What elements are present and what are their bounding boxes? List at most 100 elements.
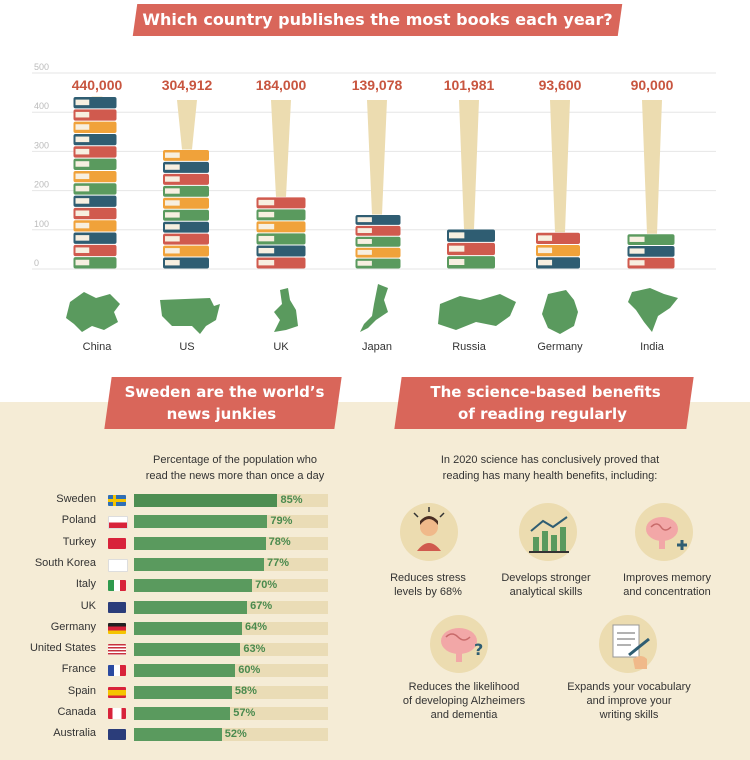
south-korea-flag-icon: [108, 558, 128, 572]
news-country-label: France: [61, 663, 96, 676]
science-title-line2: of reading regularly: [458, 405, 627, 423]
benefit-memory-line1: Improves memory: [622, 572, 712, 584]
country-label: US: [179, 341, 195, 353]
germany-flag-icon: [108, 622, 126, 634]
y-tick-label: 0: [34, 258, 39, 268]
news-country-label: Spain: [67, 684, 96, 697]
news-bar: [134, 536, 266, 550]
science-title-line1: The science-based benefits: [430, 383, 661, 401]
news-title-line1: Sweden are the world’s: [124, 383, 325, 401]
book-value-label: 101,981: [444, 77, 495, 93]
news-country-label: Turkey: [62, 535, 96, 548]
sweden-flag-icon: [108, 495, 126, 506]
benefit-analytical: Develops stronger analytical skills: [490, 571, 602, 599]
spotlight-beam: [459, 100, 479, 230]
spotlight-beam: [271, 100, 291, 197]
y-tick-label: 200: [34, 180, 49, 190]
news-bar-track: [134, 600, 328, 614]
news-value-label: 67%: [250, 600, 273, 612]
news-country-label: Italy: [75, 578, 96, 591]
benefit-alzheimers: Reduces the likelihood of developing Alz…: [394, 680, 534, 722]
news-bar-track: [134, 707, 328, 720]
brain-question-icon: ?: [430, 615, 488, 673]
spotlight-beam: [367, 100, 387, 215]
news-bar-track: [134, 728, 328, 742]
canada-flag-icon: [108, 708, 126, 719]
us-map-icon: [160, 298, 220, 334]
australia-flag-icon: [108, 729, 126, 741]
uk-flag-icon: [108, 601, 126, 613]
book-stack-bar: [536, 232, 580, 269]
book-stack-bar: [73, 97, 117, 269]
book-value-label: 304,912: [162, 77, 213, 93]
benefit-stress: Reduces stress levels by 68%: [372, 571, 484, 599]
book-stack-bar: [163, 149, 209, 269]
benefit-memory: Improves memory and concentration: [608, 571, 726, 599]
news-bar: [134, 600, 248, 614]
india-map-icon: [628, 288, 678, 332]
news-bar-track: [134, 557, 328, 571]
y-tick-label: 300: [34, 140, 49, 150]
benefit-vocabulary-line2: and improve your: [586, 695, 672, 707]
news-country-label: UK: [80, 599, 96, 612]
news-country-label: Poland: [61, 514, 96, 527]
news-bar: [134, 515, 268, 529]
country-label: Russia: [452, 341, 486, 353]
news-title-line2: news junkies: [166, 405, 277, 423]
stressed-person-icon: [400, 503, 458, 561]
italy-flag-icon: [108, 580, 126, 592]
news-country-label: Australia: [53, 727, 96, 740]
uk-map-icon: [274, 288, 298, 332]
book-value-label: 139,078: [352, 77, 403, 93]
news-value-label: 60%: [238, 663, 261, 676]
news-value-label: 57%: [233, 706, 256, 719]
news-bar-track: [134, 643, 328, 657]
y-tick-label: 400: [34, 101, 49, 111]
france-flag-icon: [108, 665, 126, 677]
y-tick-label: 100: [34, 219, 49, 229]
news-country-label: Canada: [57, 706, 96, 718]
benefit-vocabulary: Expands your vocabulary and improve your…: [558, 680, 700, 722]
country-label: Germany: [537, 341, 583, 353]
news-section-title-banner: Sweden are the world’s news junkies: [104, 377, 342, 429]
book-value-label: 184,000: [256, 77, 307, 93]
benefit-stress-line2: levels by 68%: [394, 586, 462, 598]
news-value-label: 63%: [243, 642, 266, 655]
country-label: Japan: [362, 341, 392, 353]
science-section-title-banner: The science-based benefits of reading re…: [394, 377, 694, 429]
benefit-memory-line2: and concentration: [623, 586, 711, 598]
news-value-label: 77%: [266, 557, 289, 570]
book-stack-bar: [256, 197, 306, 269]
news-bar: [134, 685, 232, 699]
spotlight-beam: [642, 100, 662, 234]
spain-flag-icon: [108, 686, 126, 698]
benefit-vocabulary-line3: writing skills: [599, 709, 659, 721]
news-bar: [134, 579, 253, 593]
book-stack-bar: [355, 214, 401, 269]
spotlight-beam: [550, 100, 570, 233]
books-chart-title-banner: Which country publishes the most books e…: [132, 4, 623, 36]
benefit-vocabulary-line1: Expands your vocabulary: [567, 681, 691, 693]
books-chart: 440,000 304,912 184,000 139,078 101,981 93,60…: [32, 62, 716, 270]
y-tick-label: 500: [34, 62, 49, 72]
news-subtitle-line2: read the news more than once a day: [145, 470, 325, 482]
poland-flag-icon: [108, 516, 128, 530]
news-country-label: South Korea: [34, 556, 96, 569]
country-label: UK: [273, 341, 289, 353]
china-map-icon: [66, 292, 120, 332]
writing-hand-icon: [599, 615, 657, 673]
news-bar-track: [134, 515, 328, 529]
news-bar: [134, 557, 264, 571]
news-value-label: 79%: [270, 514, 293, 527]
book-value-label: 90,000: [631, 77, 674, 93]
science-intro-line2: reading has many health benefits, includ…: [442, 470, 658, 482]
country-label: India: [640, 341, 664, 353]
news-country-label: United States: [29, 642, 96, 655]
svg-text:?: ?: [474, 640, 483, 659]
news-bar-track: [134, 664, 328, 678]
russia-map-icon: [438, 294, 516, 330]
news-bar-track: [134, 621, 328, 635]
news-bar-track: [134, 685, 328, 699]
benefit-analytical-line2: analytical skills: [509, 586, 583, 598]
book-value-label: 93,600: [539, 77, 582, 93]
